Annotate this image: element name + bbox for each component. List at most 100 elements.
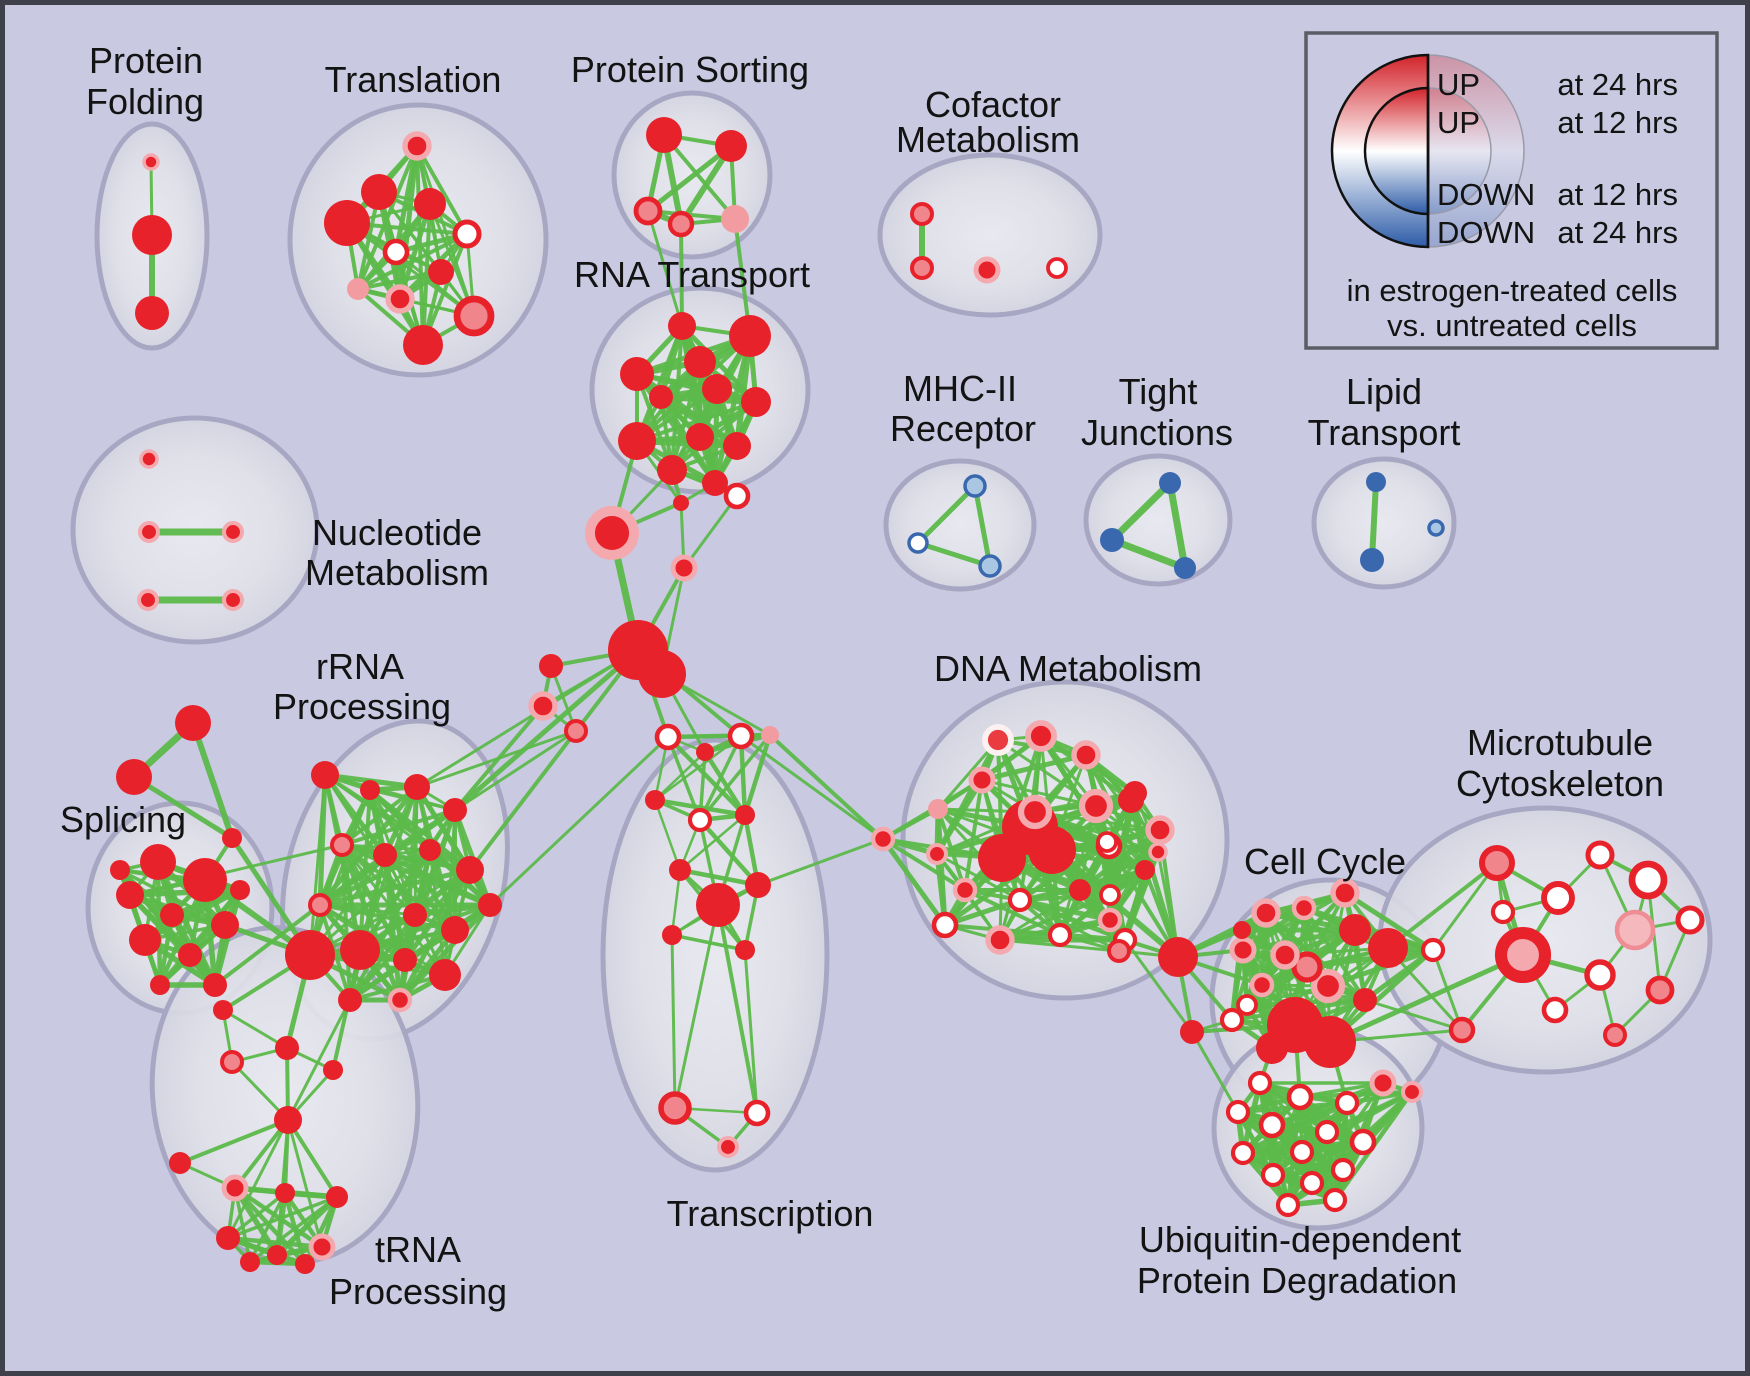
edge xyxy=(653,798,682,872)
gene-node-solid xyxy=(311,761,339,789)
edge xyxy=(980,778,1098,808)
gene-node-solid xyxy=(441,916,469,944)
cluster-label-rrna-processing: Processing xyxy=(273,686,451,727)
edge xyxy=(358,903,492,952)
edge xyxy=(673,903,720,1110)
edge xyxy=(698,734,743,822)
cluster-label-cofactor-metabolism: Cofactor xyxy=(925,84,1061,125)
cluster-ellipse-mhc-ii-receptor xyxy=(883,458,1037,592)
gene-node-ring-white xyxy=(1219,1007,1245,1033)
edge xyxy=(635,324,684,443)
gene-node-solid xyxy=(638,650,686,698)
cluster-label-dna-metabolism: DNA Metabolism xyxy=(934,648,1202,689)
gene-node-halo xyxy=(1145,815,1175,845)
edge xyxy=(1342,890,1436,953)
gene-node-solid xyxy=(230,880,250,900)
cluster-label-mhc-ii-receptor: MHC-II xyxy=(903,368,1017,409)
edge xyxy=(340,785,419,847)
cluster-label-cell-cycle: Cell Cycle xyxy=(1244,841,1406,882)
gene-node-ring-white xyxy=(1541,881,1575,915)
edge xyxy=(716,903,759,1115)
legend-time-label: at 24 hrs xyxy=(1557,67,1678,102)
gene-node-solid xyxy=(393,948,417,972)
gene-node-blue-solid xyxy=(1360,548,1384,572)
edge xyxy=(356,232,469,291)
gene-node-solid xyxy=(360,780,380,800)
cluster-label-nucleotide-metabolism: Metabolism xyxy=(305,552,489,593)
gene-node-solid xyxy=(274,1106,302,1134)
gene-node-blue-solid xyxy=(1174,557,1196,579)
edge xyxy=(1260,891,1347,987)
edge xyxy=(1327,952,1526,1045)
gene-node-solid xyxy=(183,858,227,902)
gene-node-ring-pink xyxy=(1107,939,1131,963)
gene-node-solid xyxy=(285,930,335,980)
cluster-label-tight-junctions: Junctions xyxy=(1081,412,1233,453)
edge xyxy=(1166,479,1189,572)
gene-node-solid xyxy=(645,790,665,810)
gene-node-solid xyxy=(696,743,714,761)
edge xyxy=(756,837,885,887)
gene-node-pale xyxy=(1614,909,1656,951)
gene-node-halo xyxy=(925,842,949,866)
gene-node-solid xyxy=(1135,860,1155,880)
edge xyxy=(157,887,243,988)
gene-node-solid xyxy=(741,387,771,417)
gene-node-solid xyxy=(267,1245,287,1265)
gene-node-solid xyxy=(684,346,716,378)
gene-node-solid xyxy=(1028,826,1076,874)
gene-node-ring-pink xyxy=(910,202,934,226)
gene-node-ring-white xyxy=(1007,887,1033,913)
edge xyxy=(1190,1030,1240,1114)
cluster-label-translation: Translation xyxy=(325,59,502,100)
gene-node-pink xyxy=(721,205,749,233)
gene-node-halo-white xyxy=(982,724,1014,756)
edge xyxy=(1310,1081,1385,1185)
gene-node-halo xyxy=(1025,720,1057,752)
gene-node-ring-white xyxy=(1349,1128,1377,1156)
edge xyxy=(128,843,344,897)
edge xyxy=(653,734,743,802)
cluster-ellipse-lipid-transport xyxy=(1311,456,1457,590)
gene-node-solid xyxy=(1256,1032,1288,1064)
gene-node-solid xyxy=(1368,928,1408,968)
gene-node-solid xyxy=(702,374,732,404)
edge xyxy=(213,903,322,987)
edge xyxy=(972,483,993,569)
edge xyxy=(1386,861,1499,950)
legend-direction-label: UP xyxy=(1437,67,1480,102)
gene-node-pink xyxy=(347,278,369,300)
gene-node-ring-white xyxy=(1289,1139,1315,1165)
gene-node-halo xyxy=(1251,898,1281,928)
gene-node-solid xyxy=(1353,988,1377,1012)
gene-node-solid xyxy=(745,872,771,898)
gene-node-solid xyxy=(1304,1016,1356,1068)
edge xyxy=(225,1235,325,1250)
gene-node-solid xyxy=(1339,914,1371,946)
gene-node-blue-solid xyxy=(1366,472,1386,492)
gene-node-ring-white xyxy=(727,722,755,750)
edge xyxy=(652,797,748,818)
edge xyxy=(452,647,641,813)
legend-gradient-circle xyxy=(1427,87,1492,215)
gene-node-halo xyxy=(952,877,978,903)
legend-direction-label: DOWN xyxy=(1437,177,1535,212)
edge xyxy=(468,648,640,872)
gene-node-solid xyxy=(116,759,152,795)
cluster-label-tight-junctions: Tight xyxy=(1119,371,1198,412)
gene-node-ring-white xyxy=(1047,922,1073,948)
gene-node-ring-pink xyxy=(1479,845,1515,881)
legend: UP at 24 hrs UP at 12 hrs DOWN at 12 hrs DOWN a… xyxy=(1304,31,1719,350)
gene-node-ring-pink xyxy=(564,719,588,743)
gene-node-halo xyxy=(221,588,245,612)
gene-node-solid xyxy=(373,843,397,867)
edge xyxy=(880,836,948,928)
edge xyxy=(653,750,707,802)
edge xyxy=(646,209,737,221)
gene-node-ring-pink xyxy=(633,196,663,226)
edge xyxy=(340,808,457,847)
cluster-label-microtubule-cytoskeleton: Microtubule xyxy=(1467,722,1653,763)
gene-node-ring-white xyxy=(1230,1140,1256,1166)
gene-node-solid xyxy=(429,959,461,991)
gene-node-ring-pink xyxy=(1603,1023,1627,1047)
